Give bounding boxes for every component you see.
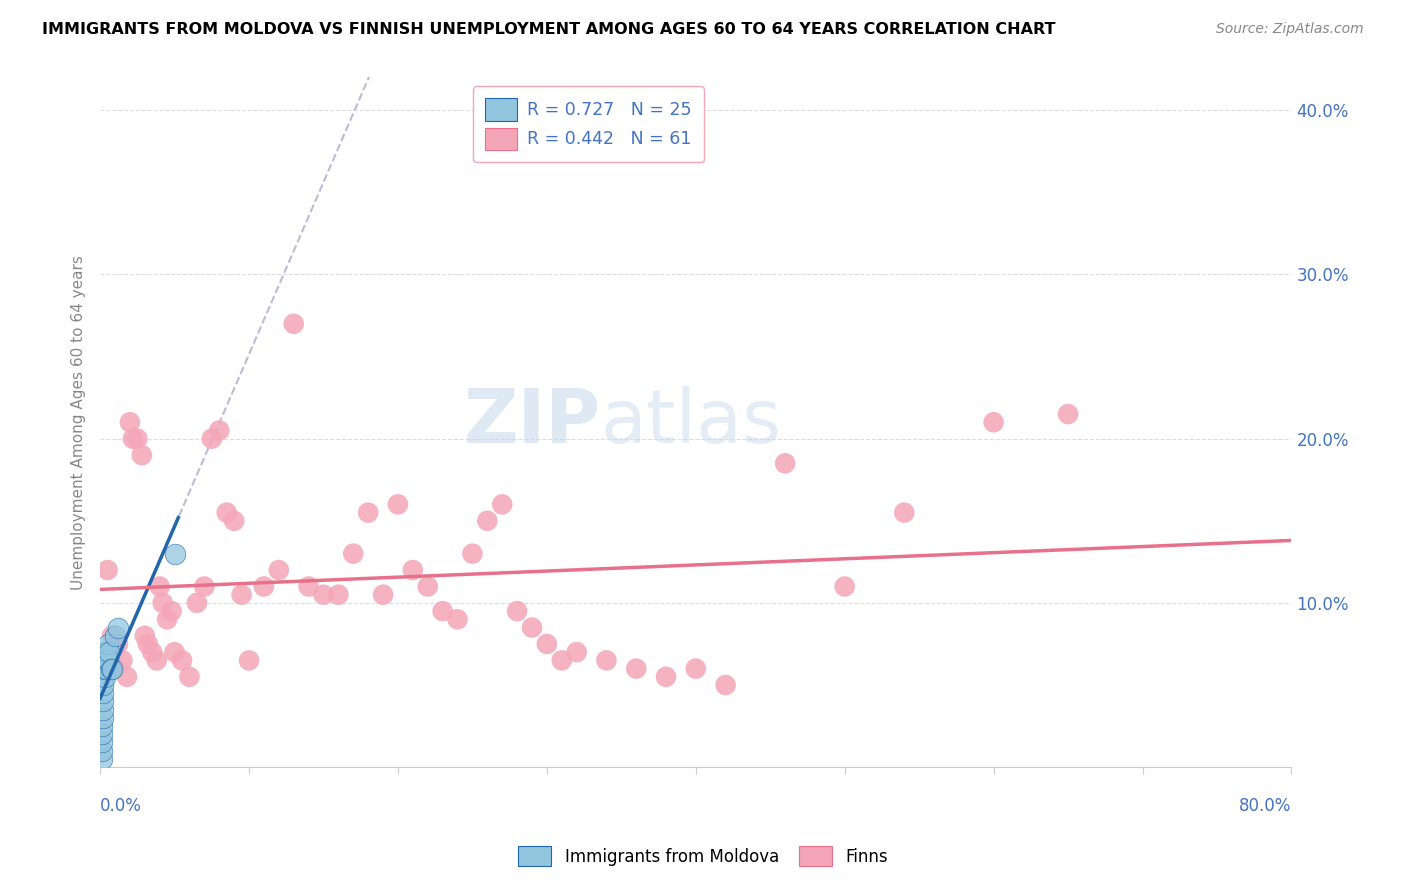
Point: [104, 629, 127, 643]
Point: [714, 678, 737, 692]
Point: [357, 506, 380, 520]
Point: [595, 653, 617, 667]
Point: [136, 637, 159, 651]
Point: [342, 547, 364, 561]
Point: [97, 653, 120, 667]
Point: [491, 497, 513, 511]
Point: [506, 604, 529, 618]
Point: [163, 645, 186, 659]
Point: [201, 432, 224, 446]
Point: [536, 637, 558, 651]
Point: [253, 580, 276, 594]
Point: [1057, 407, 1080, 421]
Point: [179, 670, 201, 684]
Point: [91, 678, 114, 692]
Y-axis label: Unemployment Among Ages 60 to 64 years: Unemployment Among Ages 60 to 64 years: [72, 255, 86, 590]
Legend: R = 0.727   N = 25, R = 0.442   N = 61: R = 0.727 N = 25, R = 0.442 N = 61: [474, 87, 704, 162]
Point: [90, 719, 112, 733]
Point: [145, 653, 167, 667]
Point: [90, 744, 112, 758]
Point: [93, 662, 115, 676]
Text: IMMIGRANTS FROM MOLDOVA VS FINNISH UNEMPLOYMENT AMONG AGES 60 TO 64 YEARS CORREL: IMMIGRANTS FROM MOLDOVA VS FINNISH UNEMP…: [42, 22, 1056, 37]
Point: [90, 752, 112, 766]
Point: [141, 645, 163, 659]
Point: [520, 621, 543, 635]
Point: [118, 415, 141, 429]
Point: [773, 456, 796, 470]
Point: [149, 580, 172, 594]
Point: [90, 727, 112, 741]
Point: [93, 670, 115, 684]
Point: [983, 415, 1005, 429]
Point: [93, 645, 115, 659]
Point: [432, 604, 454, 618]
Point: [98, 645, 121, 659]
Point: [107, 621, 129, 635]
Point: [371, 588, 394, 602]
Point: [100, 662, 122, 676]
Point: [94, 645, 117, 659]
Point: [312, 588, 335, 602]
Point: [551, 653, 574, 667]
Point: [626, 662, 648, 676]
Point: [565, 645, 588, 659]
Point: [111, 653, 134, 667]
Point: [224, 514, 246, 528]
Point: [101, 662, 124, 676]
Point: [215, 506, 238, 520]
Point: [387, 497, 409, 511]
Point: [238, 653, 260, 667]
Point: [94, 653, 117, 667]
Point: [461, 547, 484, 561]
Point: [156, 612, 179, 626]
Point: [193, 580, 215, 594]
Text: 80.0%: 80.0%: [1239, 797, 1292, 814]
Legend: Immigrants from Moldova, Finns: Immigrants from Moldova, Finns: [509, 838, 897, 875]
Point: [127, 432, 149, 446]
Point: [297, 580, 319, 594]
Point: [101, 629, 124, 643]
Point: [328, 588, 350, 602]
Point: [91, 711, 114, 725]
Point: [685, 662, 707, 676]
Text: 0.0%: 0.0%: [100, 797, 142, 814]
Point: [107, 637, 129, 651]
Point: [91, 694, 114, 708]
Point: [104, 662, 127, 676]
Point: [91, 703, 114, 717]
Point: [186, 596, 208, 610]
Point: [122, 432, 145, 446]
Text: atlas: atlas: [600, 385, 782, 458]
Point: [267, 563, 290, 577]
Text: Source: ZipAtlas.com: Source: ZipAtlas.com: [1216, 22, 1364, 37]
Point: [131, 448, 153, 462]
Point: [283, 317, 305, 331]
Point: [160, 604, 183, 618]
Point: [416, 580, 439, 594]
Point: [208, 424, 231, 438]
Point: [152, 596, 174, 610]
Point: [97, 563, 120, 577]
Point: [893, 506, 915, 520]
Point: [477, 514, 499, 528]
Point: [97, 637, 120, 651]
Point: [91, 686, 114, 700]
Point: [134, 629, 156, 643]
Point: [93, 653, 115, 667]
Point: [163, 547, 186, 561]
Point: [834, 580, 856, 594]
Point: [94, 662, 117, 676]
Point: [446, 612, 468, 626]
Point: [231, 588, 253, 602]
Text: ZIP: ZIP: [463, 385, 600, 458]
Point: [90, 735, 112, 749]
Point: [655, 670, 678, 684]
Point: [402, 563, 425, 577]
Point: [115, 670, 138, 684]
Point: [170, 653, 193, 667]
